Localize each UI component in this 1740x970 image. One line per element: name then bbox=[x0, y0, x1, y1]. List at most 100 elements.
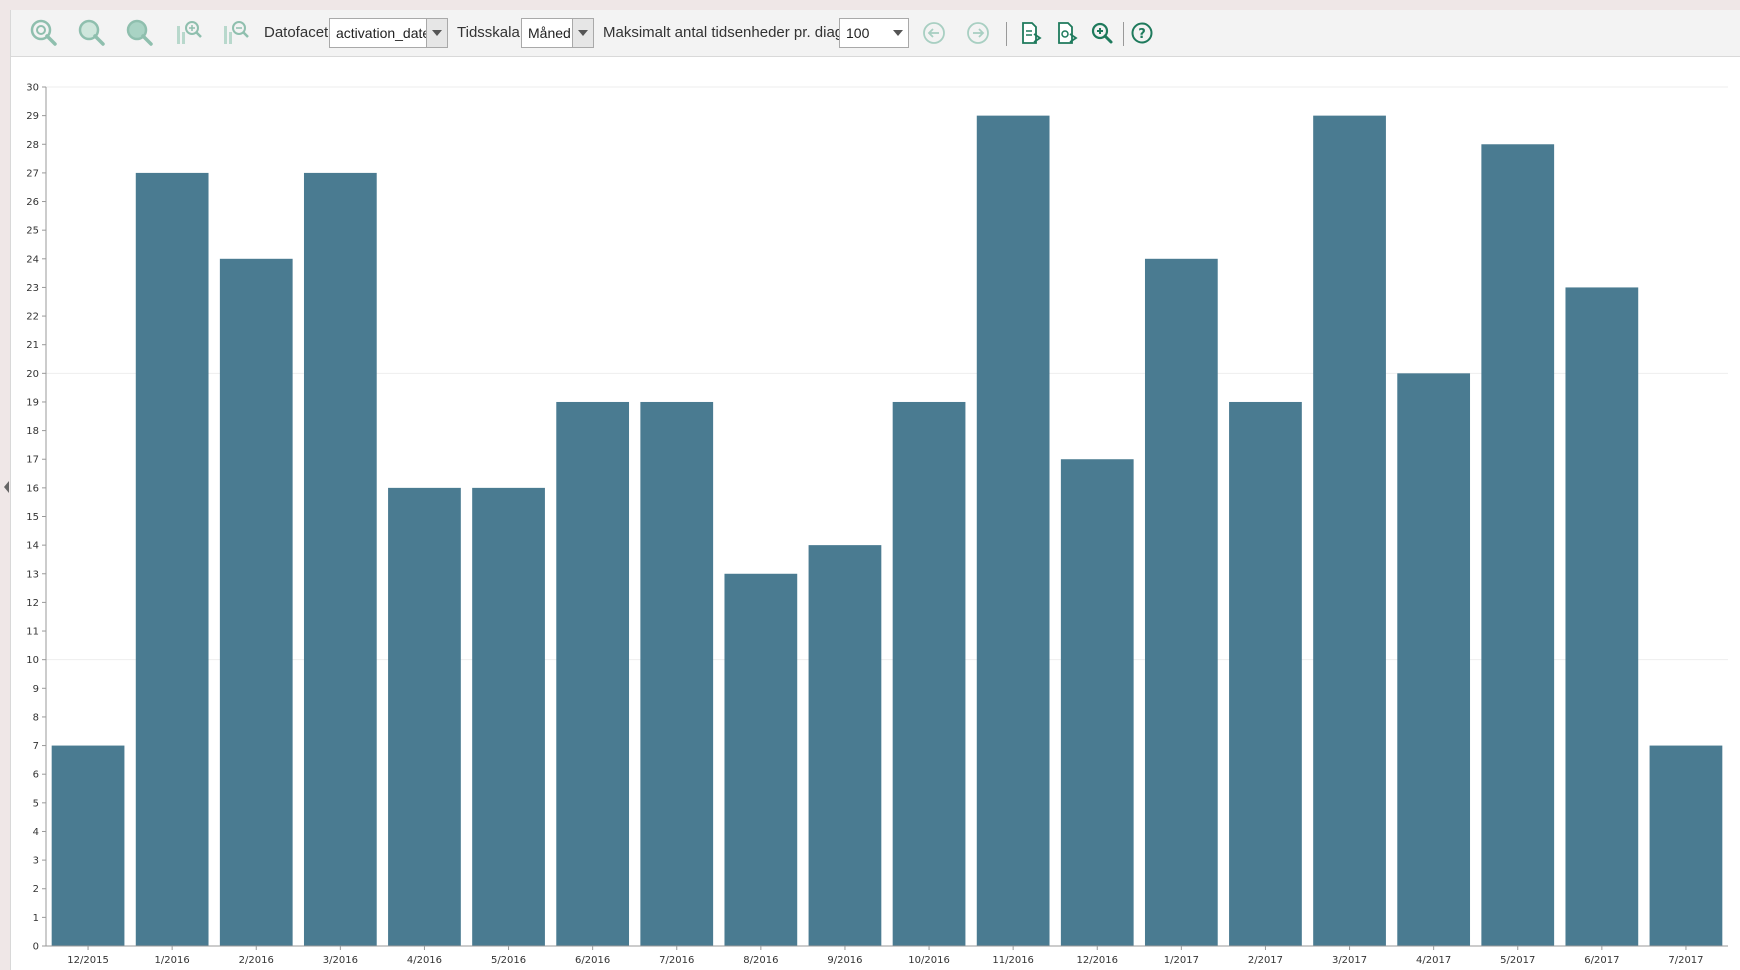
bar bbox=[1060, 459, 1134, 946]
bar bbox=[388, 487, 461, 946]
x-tick-label: 1/2016 bbox=[155, 955, 190, 966]
collapse-handle-icon[interactable] bbox=[4, 480, 10, 493]
chevron-down-icon[interactable] bbox=[426, 19, 447, 47]
magnify-icon[interactable] bbox=[1085, 16, 1119, 50]
bar bbox=[472, 487, 545, 946]
y-tick-label: 28 bbox=[26, 140, 39, 151]
x-tick-label: 12/2016 bbox=[1076, 955, 1118, 966]
y-tick-label: 24 bbox=[26, 254, 39, 265]
bar bbox=[219, 258, 293, 946]
x-tick-label: 10/2016 bbox=[908, 955, 950, 966]
y-tick-label: 22 bbox=[26, 312, 39, 323]
chevron-down-icon[interactable] bbox=[888, 19, 908, 47]
toolbar-divider bbox=[1123, 22, 1124, 46]
y-tick-label: 14 bbox=[26, 541, 39, 552]
arrow-left-icon[interactable] bbox=[917, 16, 951, 50]
zoom-in-icon[interactable] bbox=[75, 16, 109, 50]
bar bbox=[1229, 401, 1302, 946]
datofacet-select[interactable]: activation_date bbox=[329, 18, 448, 48]
x-tick-label: 1/2017 bbox=[1164, 955, 1199, 966]
bar bbox=[1144, 258, 1218, 946]
y-tick-label: 29 bbox=[26, 111, 39, 122]
x-tick-label: 5/2017 bbox=[1500, 955, 1535, 966]
y-tick-label: 12 bbox=[26, 598, 39, 609]
export-document-icon[interactable] bbox=[1014, 16, 1048, 50]
zoom-out-bar-icon[interactable] bbox=[218, 16, 252, 50]
bar bbox=[1313, 115, 1386, 947]
y-tick-label: 7 bbox=[33, 741, 39, 752]
x-tick-label: 2/2017 bbox=[1248, 955, 1283, 966]
x-tick-label: 3/2017 bbox=[1332, 955, 1367, 966]
bar bbox=[1565, 287, 1639, 946]
y-tick-label: 17 bbox=[26, 455, 39, 466]
zoom-in-bar-icon[interactable] bbox=[171, 16, 205, 50]
bar bbox=[303, 172, 377, 946]
x-tick-label: 4/2017 bbox=[1416, 955, 1451, 966]
bar bbox=[1397, 373, 1471, 946]
zoom-reset-icon[interactable] bbox=[27, 16, 61, 50]
y-tick-label: 16 bbox=[26, 483, 39, 494]
x-tick-label: 4/2016 bbox=[407, 955, 442, 966]
bar bbox=[135, 172, 209, 946]
bar bbox=[640, 401, 714, 946]
y-tick-label: 3 bbox=[33, 856, 39, 867]
y-tick-label: 27 bbox=[26, 168, 39, 179]
y-tick-label: 0 bbox=[33, 942, 39, 953]
bar bbox=[51, 745, 125, 946]
bar bbox=[1649, 745, 1723, 946]
y-tick-label: 15 bbox=[26, 512, 39, 523]
y-tick-label: 9 bbox=[33, 684, 39, 695]
x-tick-label: 11/2016 bbox=[992, 955, 1034, 966]
tidsskala-label: Tidsskala: bbox=[457, 24, 524, 41]
y-tick-label: 30 bbox=[26, 83, 39, 94]
y-tick-label: 21 bbox=[26, 340, 39, 351]
x-tick-label: 12/2015 bbox=[67, 955, 109, 966]
y-tick-label: 25 bbox=[26, 226, 39, 237]
x-tick-label: 7/2016 bbox=[659, 955, 694, 966]
x-tick-label: 6/2016 bbox=[575, 955, 610, 966]
y-tick-label: 13 bbox=[26, 569, 39, 580]
export-image-icon[interactable] bbox=[1050, 16, 1084, 50]
tidsskala-select[interactable]: Måned bbox=[521, 18, 594, 48]
zoom-out-icon[interactable] bbox=[123, 16, 157, 50]
bar-chart: 0123456789101112131415161718192021222324… bbox=[26, 83, 1728, 966]
tidsskala-value: Måned bbox=[528, 25, 571, 41]
datofacet-label: Datofacet: bbox=[264, 24, 333, 41]
help-icon[interactable]: ? bbox=[1125, 16, 1159, 50]
y-tick-label: 10 bbox=[26, 655, 39, 666]
x-tick-label: 8/2016 bbox=[743, 955, 778, 966]
maks-input[interactable]: 100 bbox=[839, 18, 909, 48]
x-tick-label: 3/2016 bbox=[323, 955, 358, 966]
chevron-down-icon[interactable] bbox=[572, 19, 593, 47]
x-tick-label: 6/2017 bbox=[1584, 955, 1619, 966]
arrow-right-icon[interactable] bbox=[961, 16, 995, 50]
y-tick-label: 11 bbox=[26, 627, 39, 638]
y-tick-label: 23 bbox=[26, 283, 39, 294]
bar bbox=[1481, 144, 1555, 946]
bar bbox=[976, 115, 1050, 947]
bar bbox=[556, 401, 630, 946]
y-tick-label: 8 bbox=[33, 712, 39, 723]
maks-label: Maksimalt antal tidsenheder pr. diagram: bbox=[603, 24, 874, 41]
y-tick-label: 6 bbox=[33, 770, 39, 781]
y-tick-label: 26 bbox=[26, 197, 39, 208]
y-tick-label: 20 bbox=[26, 369, 39, 380]
x-tick-label: 2/2016 bbox=[239, 955, 274, 966]
bar bbox=[892, 401, 966, 946]
datofacet-value: activation_date bbox=[336, 25, 431, 41]
svg-text:?: ? bbox=[1138, 27, 1146, 42]
toolbar-divider bbox=[1006, 22, 1007, 46]
y-tick-label: 2 bbox=[33, 884, 39, 895]
x-tick-label: 5/2016 bbox=[491, 955, 526, 966]
y-tick-label: 1 bbox=[33, 913, 39, 924]
x-tick-label: 9/2016 bbox=[827, 955, 862, 966]
bar bbox=[808, 545, 882, 946]
y-tick-label: 4 bbox=[33, 827, 39, 838]
app-window: Datofacet: activation_date Tidsskala: Må… bbox=[10, 10, 1740, 970]
maks-value: 100 bbox=[846, 25, 870, 41]
bar bbox=[724, 573, 798, 946]
toolbar: Datofacet: activation_date Tidsskala: Må… bbox=[11, 10, 1740, 57]
x-tick-label: 7/2017 bbox=[1668, 955, 1703, 966]
y-tick-label: 18 bbox=[26, 426, 39, 437]
y-tick-label: 5 bbox=[33, 798, 39, 809]
